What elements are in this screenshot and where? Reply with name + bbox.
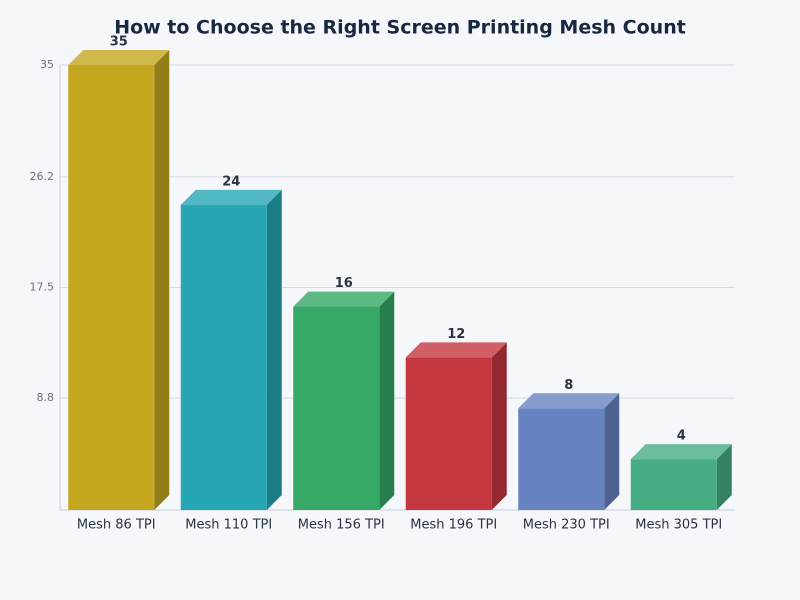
y-tick-label: 17.5 [30,281,55,294]
bar-top [630,444,732,460]
bar-top [293,291,395,307]
bar [518,408,605,510]
bar-top [68,50,170,65]
bar [293,306,380,510]
bar-top [180,189,282,205]
bar [405,357,492,510]
bar-top [518,393,620,409]
bar-side [379,291,395,510]
value-label: 12 [447,327,465,342]
x-tick-label: Mesh 305 TPI [635,518,722,533]
bar-side [154,50,170,510]
x-tick-label: Mesh 230 TPI [523,518,610,533]
bar-side [266,189,282,510]
x-tick-label: Mesh 110 TPI [185,518,272,533]
bar [68,65,155,510]
value-label: 16 [335,276,353,291]
bar [630,459,717,510]
value-label: 4 [677,429,686,444]
bar-side [604,393,620,510]
x-tick-label: Mesh 156 TPI [298,518,385,533]
x-tick-label: Mesh 86 TPI [77,518,156,533]
bar-side [716,444,732,510]
y-tick-label: 8.8 [37,391,55,404]
chart-title: How to Choose the Right Screen Printing … [114,17,686,39]
bar-side [491,342,507,510]
y-tick-label: 35 [40,58,54,71]
bar-top [405,342,507,358]
y-tick-label: 26.2 [30,170,55,183]
value-label: 24 [222,174,240,189]
bar [180,204,267,510]
value-label: 35 [110,35,128,50]
x-tick-label: Mesh 196 TPI [410,518,497,533]
value-label: 8 [564,378,573,393]
